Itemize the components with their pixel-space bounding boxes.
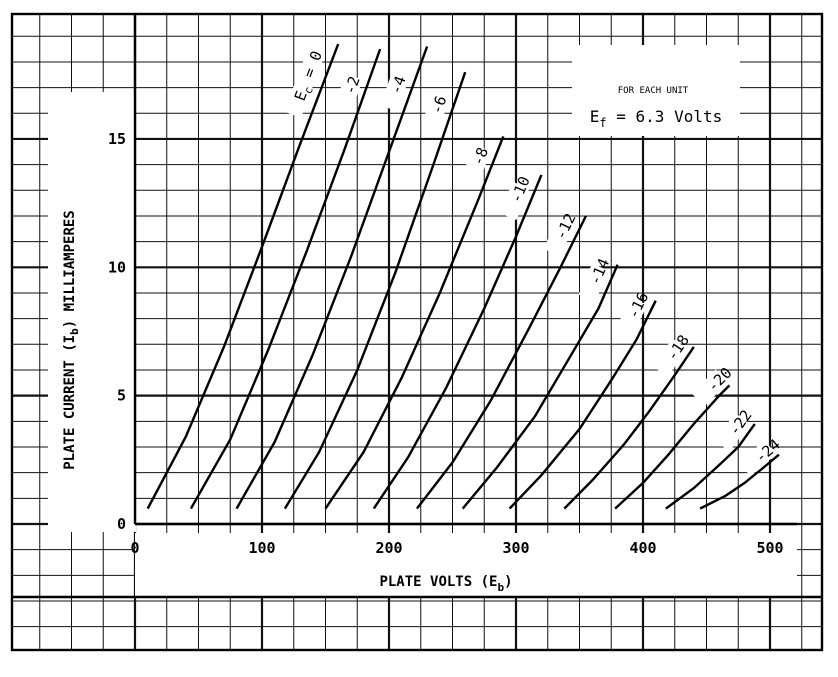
curve-label: -2	[341, 74, 364, 97]
curve-label-group: -10	[499, 174, 534, 221]
curve-ec-minus-24	[699, 453, 780, 510]
curve-label-bg	[499, 181, 530, 221]
curve-label-bg	[616, 296, 648, 336]
y-tick-label: 5	[117, 387, 126, 405]
curve-ec-minus-2	[189, 48, 382, 510]
curve-ec-minus-16	[508, 300, 657, 510]
curve-label-bg	[334, 73, 363, 112]
y-axis-panel	[48, 92, 136, 532]
curve-ec-minus-8	[324, 135, 505, 510]
curve-label-bg	[284, 55, 323, 118]
curve-label-bg	[461, 144, 492, 183]
curve-label-group: -8	[461, 144, 492, 183]
curve-ec-minus-22	[665, 423, 756, 510]
curve-label-group: -6	[421, 93, 450, 132]
note-line-1: FOR EACH UNIT	[618, 86, 689, 96]
curve-label-bg	[421, 93, 450, 132]
curve-label: -8	[469, 145, 492, 168]
curve-label: -4	[387, 74, 410, 97]
x-tick-label: 100	[248, 539, 275, 557]
y-axis-title: PLATE CURRENT (Ib) MILLIAMPERES	[62, 210, 81, 470]
x-tick-label: 400	[629, 539, 656, 557]
curve-label-bg	[653, 338, 688, 377]
curve-label-bg	[715, 413, 750, 452]
curve-label-bg	[738, 440, 777, 477]
curve-ec-minus-10	[372, 174, 543, 510]
curve-label-bg	[578, 263, 609, 302]
y-tick-label: 10	[108, 258, 126, 276]
note-line-2: Ef = 6.3 Volts	[590, 107, 722, 130]
curve-label-group: -16	[616, 289, 652, 336]
y-tick-label: 0	[117, 515, 126, 533]
curve-label: Ec = 0	[291, 48, 329, 104]
curve-label-bg	[380, 73, 409, 112]
y-tick-label: 15	[108, 130, 126, 148]
curve-ec-minus-12	[415, 215, 587, 510]
curve-label-group: -2	[334, 73, 364, 112]
curve-label-group: -22	[715, 406, 756, 452]
x-tick-label: 200	[375, 539, 402, 557]
curve-label-bg	[691, 369, 729, 407]
curve-label-group: -12	[543, 210, 580, 257]
curve-ec-minus-18	[563, 346, 695, 510]
x-tick-label: 300	[502, 539, 529, 557]
curve-label-group: -4	[380, 73, 410, 112]
curve-ec-minus-4	[235, 46, 429, 510]
curve-ec-minus-20	[614, 384, 731, 510]
x-axis-panel	[135, 533, 797, 597]
curve-ec-minus-6	[283, 71, 467, 510]
curve-ec-minus-14	[461, 264, 619, 510]
curve-ec-0	[146, 43, 340, 510]
tick-label-layer: 0 100 200 300 400 500 0 5 10 15	[108, 130, 784, 557]
curve-layer	[146, 43, 780, 510]
curve-label-bg	[543, 218, 575, 257]
frame-layer	[10, 12, 824, 652]
note-panel	[572, 45, 740, 136]
curve-label-group: -14	[578, 256, 613, 302]
x-axis-title: PLATE VOLTS (Eb)	[379, 574, 512, 594]
x-tick-label: 500	[756, 539, 783, 557]
curve-label: -6	[427, 93, 450, 116]
x-tick-label: 0	[130, 539, 139, 557]
outer-frame	[10, 12, 824, 652]
